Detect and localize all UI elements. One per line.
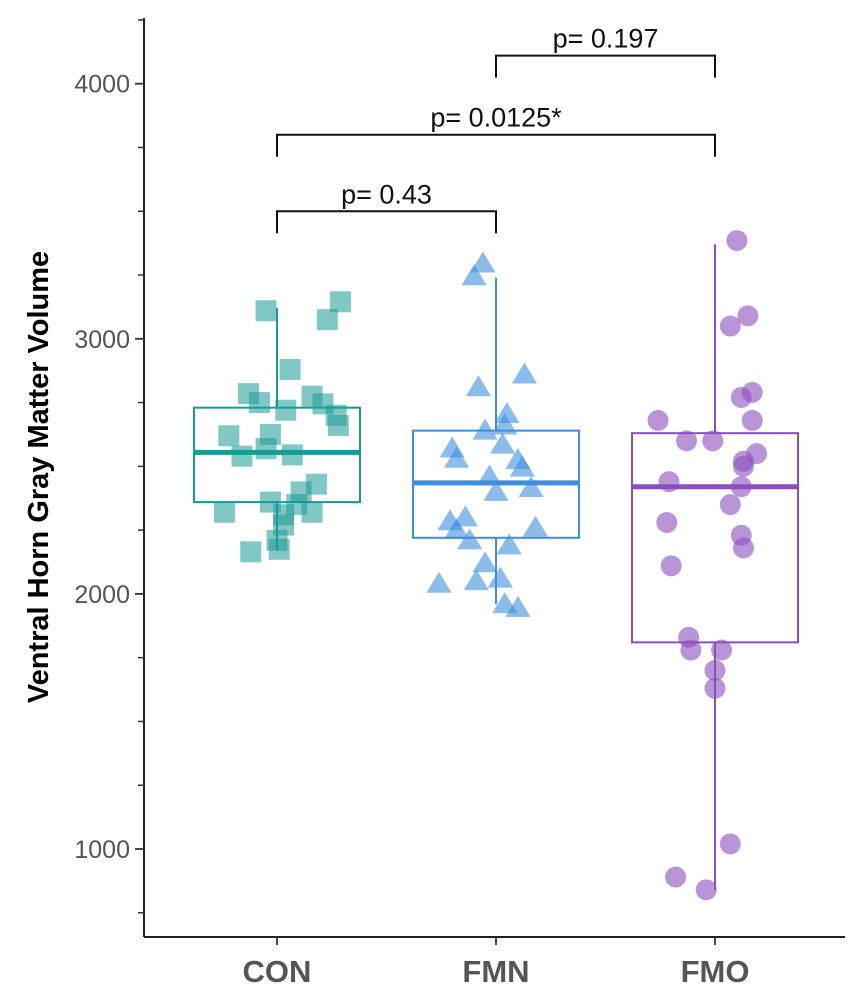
point-fmn bbox=[496, 533, 522, 555]
point-fmo bbox=[658, 471, 680, 493]
point-fmn bbox=[457, 528, 483, 550]
y-tick-label: 1000 bbox=[74, 836, 130, 864]
point-fmn bbox=[489, 432, 516, 454]
point-con bbox=[248, 392, 270, 414]
point-fmo bbox=[676, 430, 698, 452]
point-fmo bbox=[704, 659, 726, 681]
point-fmn bbox=[426, 571, 452, 593]
x-axis: CON FMN FMO bbox=[144, 936, 845, 989]
point-con bbox=[218, 425, 240, 447]
point-fmo bbox=[704, 677, 726, 699]
x-tick-label-fmo: FMO bbox=[681, 954, 750, 989]
point-fmn bbox=[494, 402, 520, 424]
y-axis-title: Ventral Horn Gray Matter Volume bbox=[23, 251, 55, 703]
y-axis: 1000 2000 3000 4000 bbox=[74, 18, 145, 937]
point-con bbox=[275, 399, 297, 421]
point-fmo bbox=[660, 555, 682, 577]
point-fmo bbox=[719, 494, 741, 516]
point-fmn bbox=[443, 446, 470, 468]
significance-brackets: p= 0.197 p= 0.0125* p= 0.43 bbox=[276, 24, 716, 234]
point-fmo bbox=[730, 476, 752, 498]
point-con bbox=[316, 309, 338, 331]
point-fmn bbox=[452, 505, 478, 527]
point-fmn bbox=[483, 479, 509, 501]
point-fmn bbox=[472, 418, 498, 440]
iqr-box bbox=[631, 432, 799, 644]
p-value-label: p= 0.43 bbox=[341, 179, 432, 209]
box-fmo bbox=[631, 244, 799, 890]
point-fmo bbox=[695, 879, 717, 901]
point-fmn bbox=[487, 566, 513, 588]
y-tick-label: 3000 bbox=[74, 326, 130, 354]
point-fmn bbox=[511, 362, 538, 384]
point-fmn bbox=[463, 569, 489, 591]
p-value-label: p= 0.197 bbox=[553, 24, 659, 54]
point-fmo bbox=[665, 866, 687, 888]
point-con bbox=[268, 538, 290, 560]
boxes bbox=[193, 244, 799, 890]
point-fmo bbox=[732, 537, 754, 559]
point-fmo bbox=[730, 386, 752, 408]
point-con bbox=[301, 501, 323, 523]
bracket-fmn-fmo: p= 0.197 bbox=[495, 24, 716, 78]
y-tick-label: 4000 bbox=[74, 71, 130, 99]
x-tick-label-con: CON bbox=[243, 954, 312, 989]
point-fmo bbox=[726, 230, 748, 252]
point-fmo bbox=[647, 409, 669, 431]
point-fmn bbox=[465, 375, 492, 397]
point-fmo bbox=[719, 833, 741, 855]
bracket-con-fmo: p= 0.0125* bbox=[276, 103, 716, 157]
point-fmn bbox=[509, 455, 535, 477]
bracket-line bbox=[276, 133, 716, 157]
point-fmn bbox=[476, 464, 503, 486]
point-fmn bbox=[492, 413, 518, 435]
p-value-label: p= 0.0125* bbox=[430, 103, 562, 133]
bracket-con-fmn: p= 0.43 bbox=[276, 179, 497, 234]
point-fmo bbox=[680, 639, 702, 661]
bracket-line bbox=[276, 210, 497, 234]
point-fmo bbox=[732, 455, 754, 477]
point-con bbox=[330, 291, 352, 313]
data-points bbox=[213, 230, 768, 901]
point-fmo bbox=[711, 639, 733, 661]
point-fmn bbox=[443, 518, 470, 540]
x-tick-label-fmn: FMN bbox=[462, 954, 529, 989]
point-fmn bbox=[472, 551, 498, 573]
point-fmo bbox=[741, 409, 763, 431]
point-fmo bbox=[737, 305, 759, 327]
point-con bbox=[240, 541, 262, 563]
point-con bbox=[231, 445, 253, 467]
y-tick-label: 2000 bbox=[74, 581, 130, 609]
point-fmn bbox=[505, 595, 531, 617]
point-fmn bbox=[470, 251, 496, 273]
point-fmn bbox=[518, 476, 544, 498]
point-con bbox=[213, 501, 235, 523]
point-con bbox=[255, 437, 277, 459]
point-fmn bbox=[461, 264, 487, 286]
point-con bbox=[281, 444, 303, 466]
point-con bbox=[279, 358, 301, 380]
point-fmo bbox=[656, 511, 678, 533]
box-fmn bbox=[412, 277, 580, 605]
point-fmo bbox=[702, 430, 724, 452]
point-con bbox=[255, 300, 277, 322]
point-con bbox=[327, 415, 349, 437]
point-fmn bbox=[522, 515, 549, 537]
bracket-line bbox=[495, 54, 716, 78]
point-fmo bbox=[719, 315, 741, 337]
